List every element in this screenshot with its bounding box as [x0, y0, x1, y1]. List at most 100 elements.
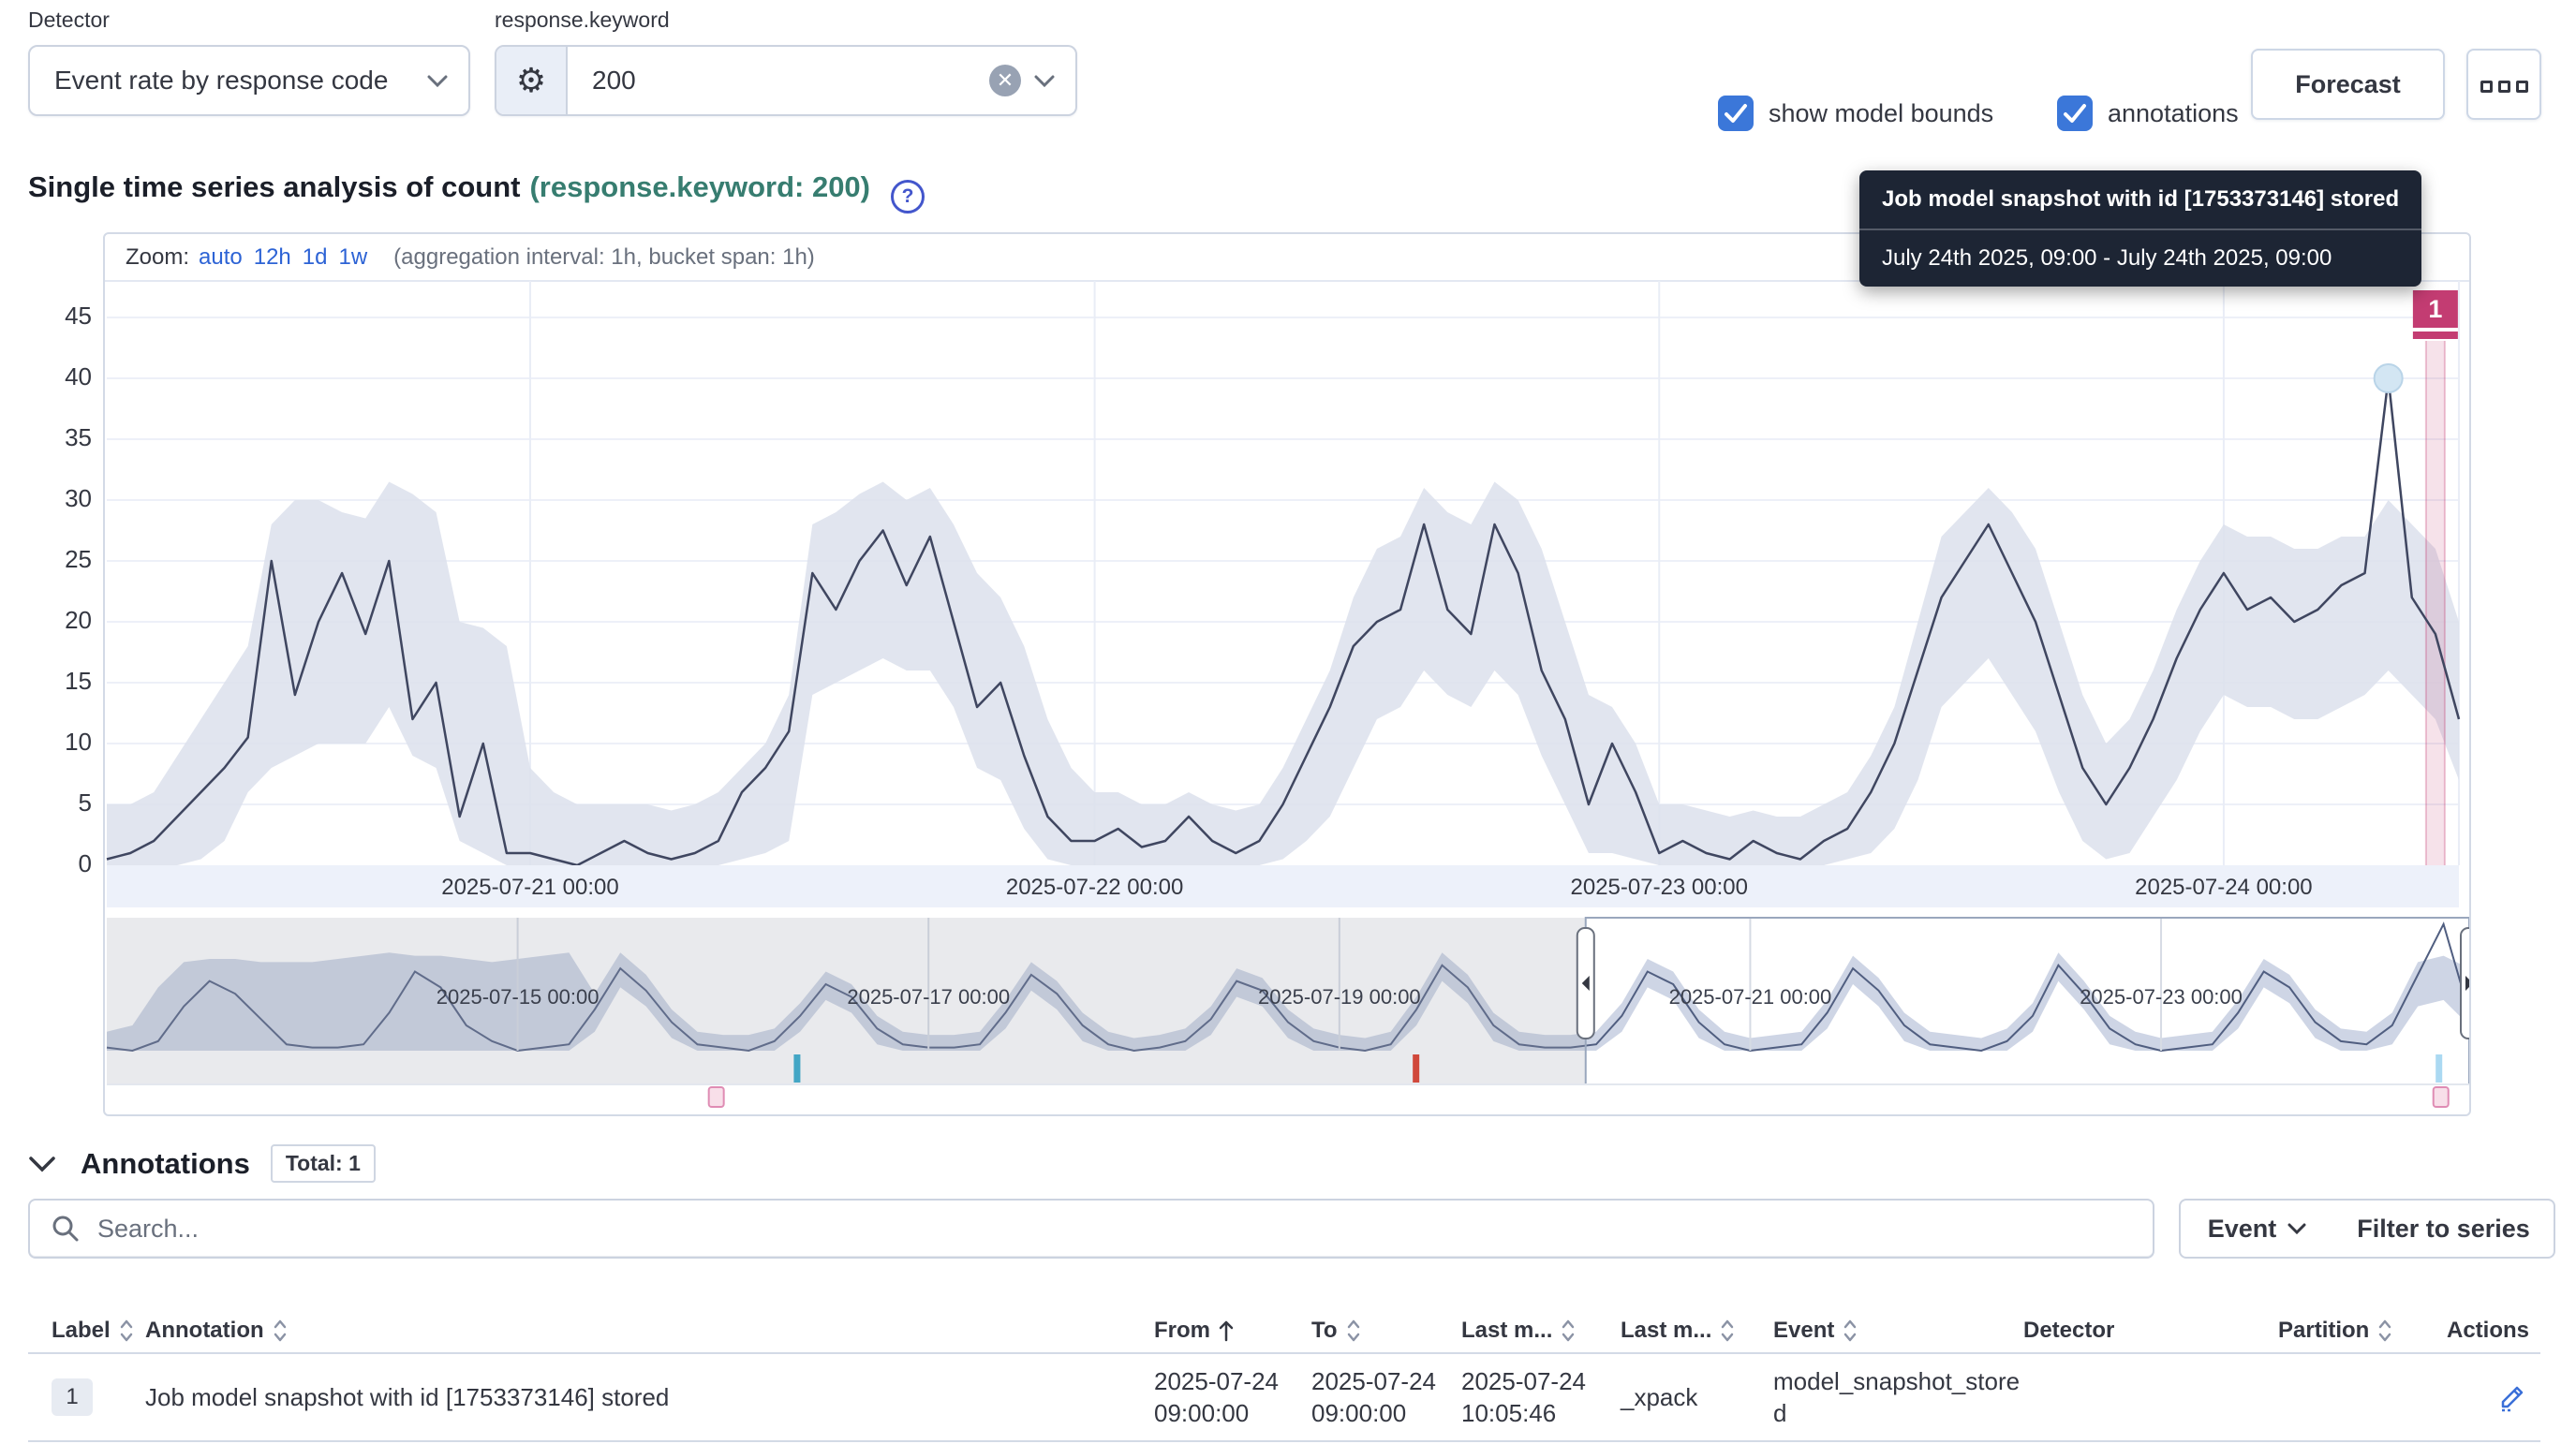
zoom-link-12h[interactable]: 12h: [253, 244, 291, 270]
y-tick-40: 40: [65, 362, 92, 390]
detector-label: Detector: [28, 7, 110, 32]
column-header-label[interactable]: Label: [52, 1309, 145, 1352]
column-header-annotation[interactable]: Annotation: [145, 1309, 1154, 1352]
context-tick-label: 2025-07-17 00:00: [847, 985, 1010, 1009]
annotation-lane-marker[interactable]: [707, 1086, 725, 1108]
column-header-detector: Detector: [2023, 1318, 2115, 1343]
column-header-to[interactable]: To: [1311, 1309, 1461, 1352]
gear-icon[interactable]: ⚙: [496, 47, 568, 114]
page-title-text: Single time series analysis of count: [28, 170, 521, 203]
swimlane-anomaly-marker[interactable]: [1413, 1054, 1420, 1083]
context-bounds-band: [107, 952, 2469, 1051]
y-tick-25: 25: [65, 545, 92, 573]
apps-menu-icon: [2478, 70, 2531, 99]
from-cell: 2025-07-24 09:00:00: [1154, 1367, 1279, 1427]
page-title-param: (response.keyword: 200): [529, 170, 870, 203]
column-header-from[interactable]: From: [1154, 1309, 1311, 1352]
zoom-label: Zoom:: [126, 244, 190, 270]
more-options-button[interactable]: [2466, 49, 2541, 120]
column-header-last-m---[interactable]: Last m...: [1621, 1309, 1773, 1352]
edit-pencil-icon[interactable]: [2495, 1381, 2527, 1413]
brush-handle-left-arrow-icon: [1581, 976, 1590, 991]
model-bounds-band: [107, 481, 2459, 865]
sort-asc-icon: [1219, 1320, 1234, 1342]
anomaly-marker[interactable]: [2373, 363, 2404, 393]
event-cell: model_snapshot_stored: [1773, 1367, 2021, 1427]
y-tick-10: 10: [65, 728, 92, 756]
show-model-bounds-checkbox[interactable]: [1718, 96, 1754, 131]
y-axis-labels: 0 5 10 15 20 25 30 35 40 45: [37, 232, 92, 1116]
sort-icon: [1562, 1319, 1575, 1342]
annotations-table: Label Annotation From To Last m... Last m... E…: [28, 1309, 2540, 1442]
timeseries-chart[interactable]: 1 2025-07-21 00:00 2025-07-22 00:00 2025-07…: [105, 234, 2471, 1116]
table-header-row: Label Annotation From To Last m... Last m... E…: [28, 1309, 2540, 1354]
annotation-badge-underline: [2412, 332, 2458, 339]
check-icon: [1725, 104, 1747, 123]
column-header-event[interactable]: Event: [1773, 1309, 2023, 1352]
swimlane-anomaly-marker[interactable]: [793, 1054, 801, 1083]
annotations-checkbox[interactable]: [2057, 96, 2093, 131]
sort-icon: [2379, 1319, 2391, 1342]
filter-to-series-button[interactable]: Filter to series: [2333, 1199, 2555, 1259]
detector-select[interactable]: Event rate by response code: [28, 45, 470, 116]
tooltip-date-range: July 24th 2025, 09:00 - July 24th 2025, …: [1882, 245, 2332, 271]
annotation-badge-label: 1: [2428, 295, 2442, 323]
x-tick-label: 2025-07-23 00:00: [1571, 875, 1749, 900]
search-input[interactable]: [96, 1213, 2153, 1245]
entity-combo-box[interactable]: ⚙ 200 ✕: [495, 45, 1077, 116]
value-line: [106, 376, 2461, 867]
chevron-down-icon: [2287, 1223, 2306, 1234]
y-tick-0: 0: [78, 849, 92, 877]
entity-field-label: response.keyword: [495, 7, 670, 32]
annotation-lane-marker[interactable]: [2432, 1086, 2450, 1108]
sort-icon: [1347, 1319, 1359, 1342]
annotation-tooltip: Job model snapshot with id [1753373146] …: [1859, 170, 2422, 287]
y-tick-15: 15: [65, 667, 92, 695]
clear-icon[interactable]: ✕: [989, 65, 1021, 96]
sort-icon: [120, 1319, 132, 1342]
annotations-search[interactable]: [28, 1199, 2154, 1259]
zoom-link-1d[interactable]: 1d: [302, 244, 328, 270]
event-filter-label: Event: [2207, 1214, 2277, 1243]
zoom-link-auto[interactable]: auto: [199, 244, 243, 270]
detector-select-value: Event rate by response code: [54, 66, 389, 95]
sort-icon: [274, 1319, 286, 1342]
context-tick-label: 2025-07-23 00:00: [2080, 985, 2243, 1009]
chevron-down-icon: [427, 75, 448, 87]
zoom-link-1w[interactable]: 1w: [338, 244, 368, 270]
table-row[interactable]: 1 Job model snapshot with id [1753373146…: [28, 1354, 2540, 1442]
brush-handle-right[interactable]: [2460, 927, 2471, 1039]
y-tick-45: 45: [65, 302, 92, 330]
tooltip-title: Job model snapshot with id [1753373146] …: [1882, 186, 2400, 212]
help-icon[interactable]: ?: [891, 180, 925, 214]
context-tick-label: 2025-07-21 00:00: [1669, 985, 1832, 1009]
tooltip-divider: [1859, 228, 2422, 230]
column-header-partition[interactable]: Partition: [2278, 1309, 2447, 1352]
context-unselected-overlay: [107, 918, 1586, 1084]
show-model-bounds-label[interactable]: show model bounds: [1769, 99, 1994, 127]
annotation-badge[interactable]: [2412, 290, 2458, 328]
chevron-down-icon[interactable]: [28, 1156, 56, 1172]
last-modified-cell: 2025-07-24 10:05:46: [1461, 1367, 1586, 1427]
search-icon: [52, 1216, 79, 1242]
y-tick-5: 5: [78, 788, 92, 817]
annotation-label-badge: 1: [52, 1378, 93, 1416]
annotation-band: [2425, 341, 2445, 865]
annotation-text-cell: Job model snapshot with id [1753373146] …: [145, 1382, 670, 1411]
annotations-checkbox-label[interactable]: annotations: [2108, 99, 2239, 127]
sort-icon: [1722, 1319, 1734, 1342]
zoom-links: auto 12h 1d 1w: [199, 244, 378, 271]
event-filter-dropdown[interactable]: Event: [2179, 1199, 2335, 1259]
forecast-button[interactable]: Forecast: [2251, 49, 2445, 120]
x-axis-strip: [107, 865, 2459, 907]
aggregation-note: (aggregation interval: 1h, bucket span: …: [393, 244, 815, 270]
y-tick-35: 35: [65, 423, 92, 451]
column-header-last-m---[interactable]: Last m...: [1461, 1309, 1621, 1352]
chevron-down-icon: [1034, 75, 1055, 87]
swimlane-anomaly-marker[interactable]: [2435, 1054, 2443, 1083]
column-header-actions: Actions: [2447, 1318, 2530, 1343]
annotations-section-header: Annotations Total: 1: [28, 1144, 376, 1183]
context-tick-label: 2025-07-19 00:00: [1258, 985, 1421, 1009]
entity-value: 200: [592, 66, 636, 95]
